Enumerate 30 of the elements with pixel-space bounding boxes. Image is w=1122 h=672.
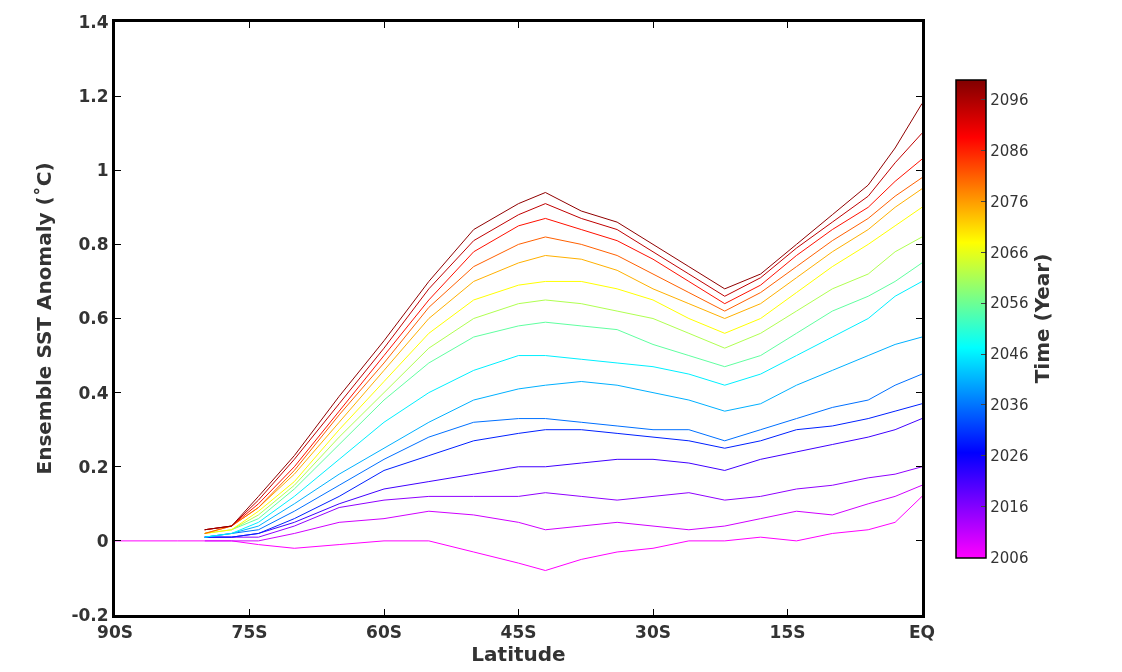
x-tick-label: 90S (97, 622, 133, 643)
y-axis-title: Ensemble SST Anomaly (˚C) (31, 162, 56, 475)
color-bar-label: 2076 (990, 192, 1029, 211)
y-tick-label: 0.4 (78, 382, 109, 403)
x-tick-label: 30S (635, 622, 671, 643)
line-series (204, 484, 922, 542)
x-tick-label: 60S (366, 622, 402, 643)
color-bar-title: Time (Year) (1030, 253, 1055, 384)
x-tick-label: EQ (908, 622, 936, 643)
y-tick-label: 1.4 (78, 11, 109, 32)
y-tick-label: 1.2 (78, 86, 109, 107)
color-bar-label: 2066 (990, 243, 1029, 262)
y-tick-label: 1 (96, 160, 109, 181)
color-bar-label: 2026 (990, 447, 1029, 466)
x-axis-title: Latitude (471, 642, 566, 667)
color-bar-label: 2016 (990, 497, 1029, 516)
x-tick-label: 75S (231, 622, 268, 643)
y-tick-label: 0 (96, 530, 109, 551)
y-tick-label: 0.2 (78, 456, 109, 477)
y-tick-label: 0.6 (78, 308, 109, 329)
color-bar-label: 2096 (990, 91, 1029, 110)
x-tick-label: 15S (769, 622, 806, 643)
color-bar-label: 2046 (990, 345, 1029, 364)
color-bar-label: 2006 (990, 548, 1029, 567)
y-tick-label: -0.2 (71, 604, 109, 625)
x-tick-label: 45S (500, 622, 537, 643)
color-bar-label: 2086 (990, 141, 1029, 160)
y-tick-label: 0.8 (78, 234, 109, 255)
color-bar-label: 2056 (990, 294, 1029, 313)
color-bar-label: 2036 (990, 396, 1029, 415)
